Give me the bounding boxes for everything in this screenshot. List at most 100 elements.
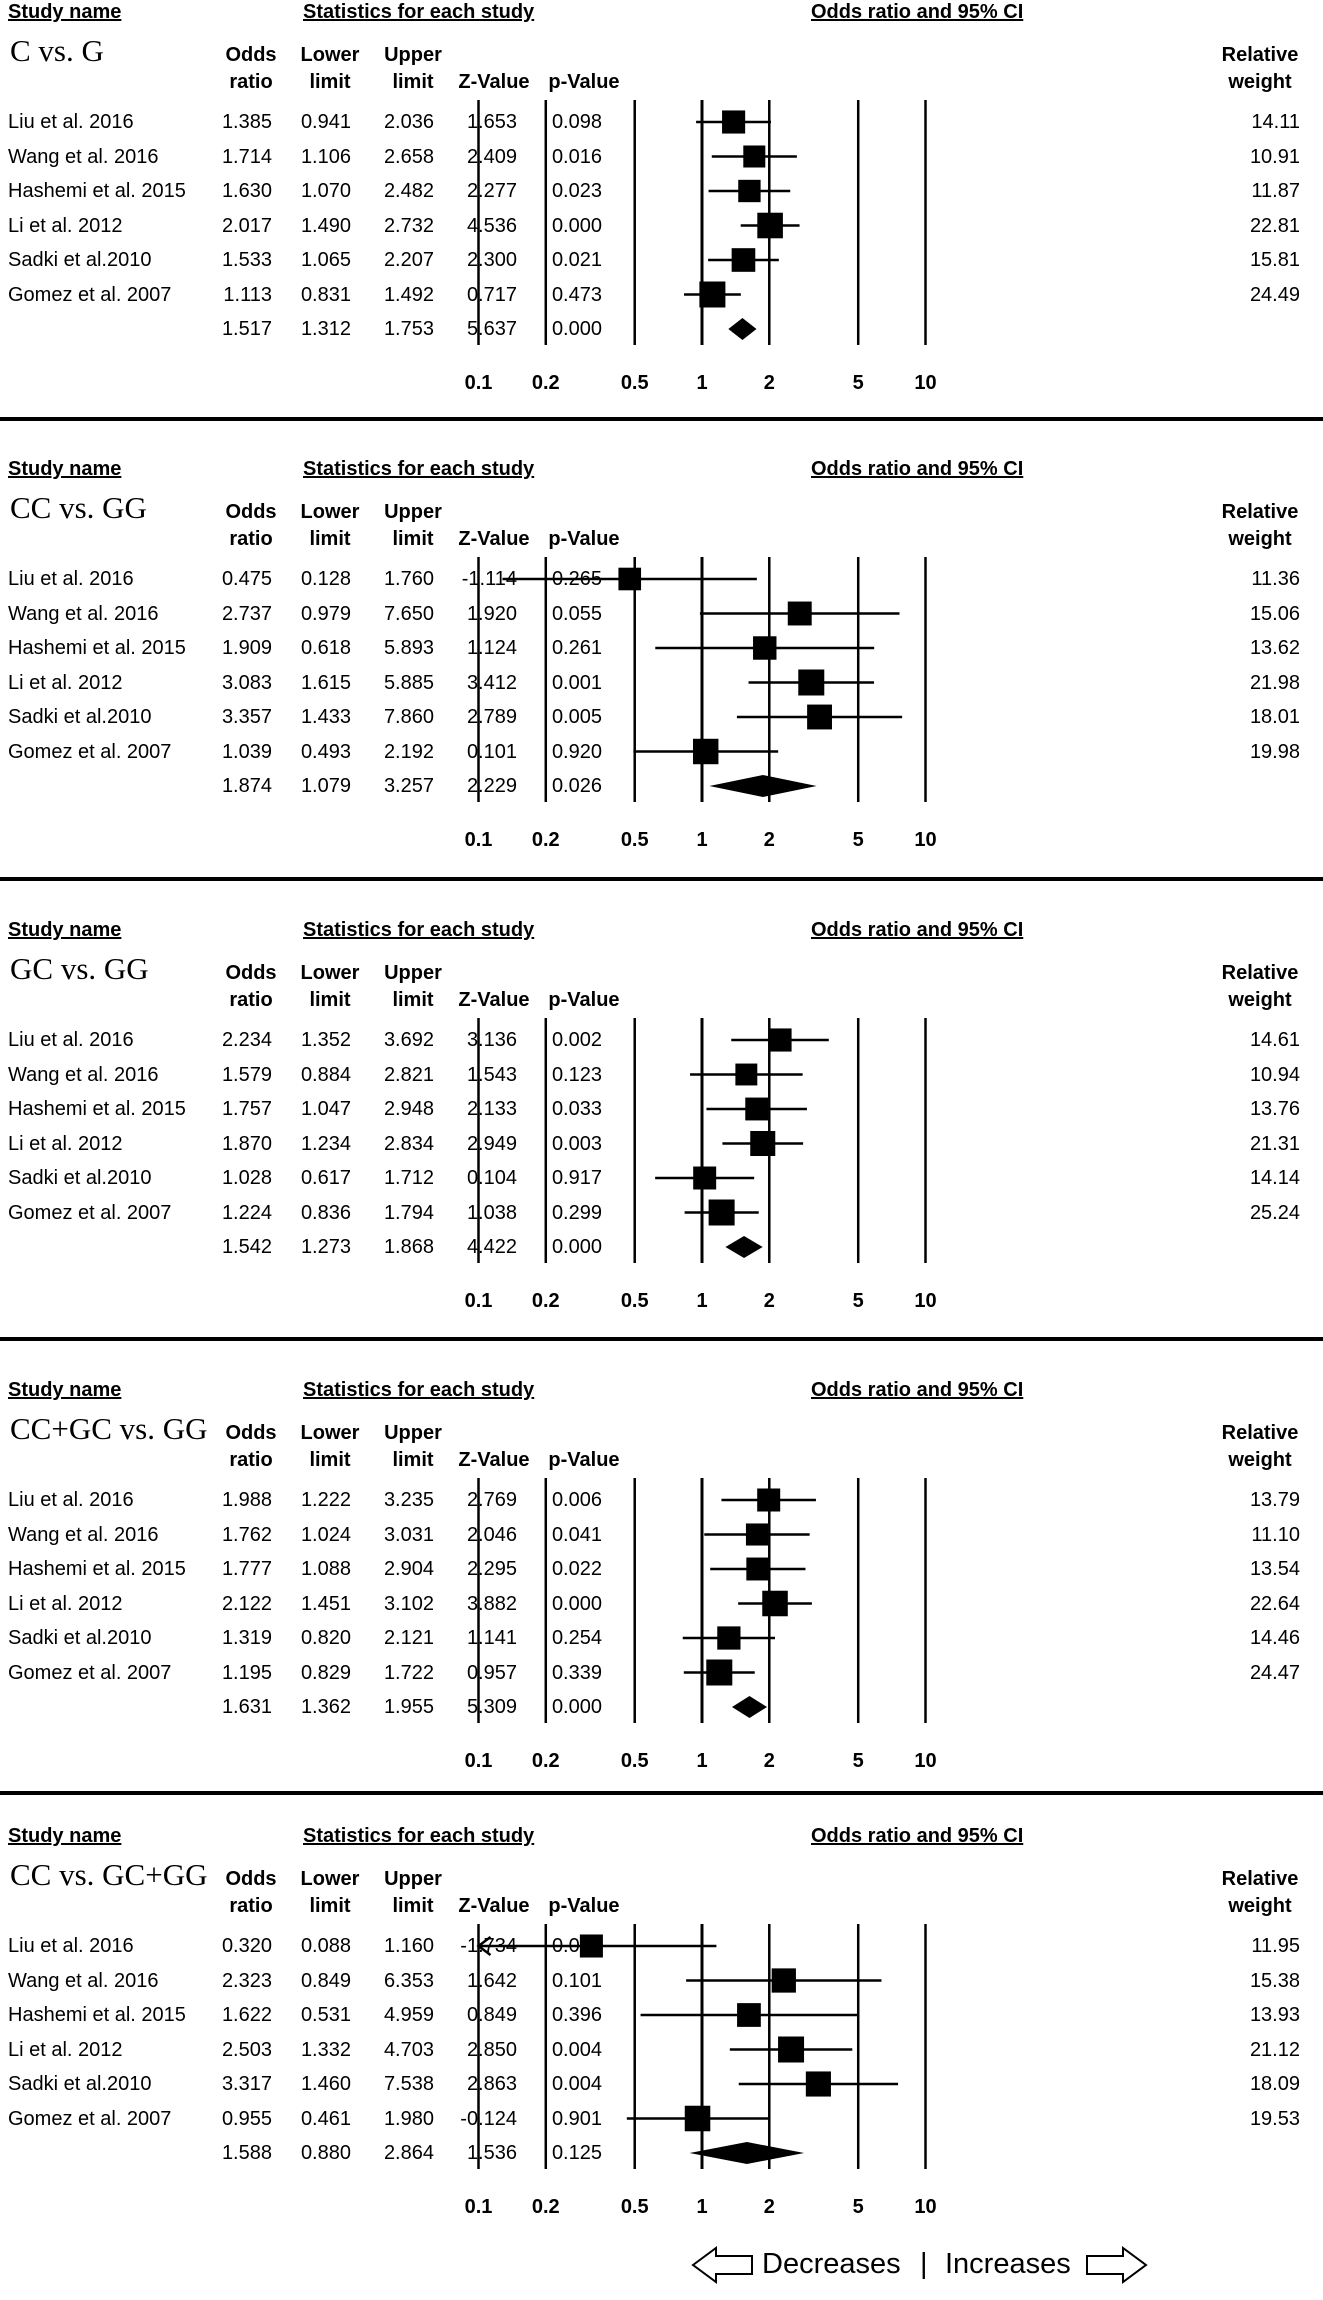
pooled-odds-ratio: 1.588	[221, 2142, 272, 2164]
axis-tick-label: 0.5	[620, 829, 649, 851]
p-value: 0.000	[551, 1592, 602, 1615]
relative-weight-value: 13.76	[1249, 1098, 1300, 1120]
point-estimate-square	[684, 2105, 711, 2132]
upper-limit-value: 2.036	[383, 111, 434, 133]
z-value: 1.124	[466, 637, 517, 659]
upper-limit-value: 2.948	[383, 1098, 434, 1120]
pooled-z-value: 5.637	[466, 318, 517, 340]
axis-tick-label: 0.5	[620, 1290, 649, 1312]
upper-limit-value: 3.102	[383, 1592, 434, 1615]
pooled-upper-limit: 3.257	[383, 775, 434, 797]
odds-ratio-value: 1.533	[221, 249, 272, 271]
study-name: Gomez et al. 2007	[8, 1661, 172, 1684]
z-value: 1.543	[466, 1063, 517, 1086]
lower-limit-value: 1.106	[300, 145, 351, 168]
lower-limit-value: 1.352	[300, 1029, 351, 1051]
column-header-z_value: Z-Value	[458, 1895, 530, 1917]
pooled-lower-limit: 1.362	[300, 1696, 351, 1718]
axis-tick-label: 0.1	[464, 829, 493, 851]
lower-limit-value: 1.490	[300, 214, 351, 237]
point-estimate-square	[805, 2071, 831, 2097]
point-estimate-square	[746, 1557, 770, 1581]
upper-limit-value: 5.885	[383, 671, 434, 694]
lower-limit-value: 1.024	[300, 1523, 351, 1546]
point-estimate-square	[798, 669, 825, 696]
column-header-upper_limit: Upper limit	[384, 1868, 442, 1917]
column-header-relative_weight: Relative weight	[1221, 1868, 1299, 1917]
point-estimate-square	[717, 1626, 741, 1650]
axis-tick-label: 1	[696, 829, 708, 851]
odds-ratio-value: 3.357	[221, 706, 272, 728]
lower-limit-value: 1.070	[300, 180, 351, 202]
point-estimate-square	[737, 2003, 761, 2027]
z-value: 2.133	[466, 1098, 517, 1120]
increases-arrow-icon	[1086, 2246, 1148, 2284]
z-value: 2.863	[466, 2073, 517, 2095]
upper-limit-value: 1.722	[383, 1661, 434, 1684]
study-name: Li et al. 2012	[8, 1592, 123, 1615]
pooled-upper-limit: 1.868	[383, 1236, 434, 1258]
axis-tick-label: 0.2	[531, 2196, 560, 2218]
lower-limit-value: 1.088	[300, 1558, 351, 1580]
odds-ratio-value: 3.083	[221, 671, 272, 694]
point-estimate-square	[771, 1968, 796, 1993]
z-value: 1.920	[466, 602, 517, 625]
lower-limit-value: 0.836	[300, 1201, 351, 1224]
pooled-p-value: 0.000	[551, 1696, 602, 1718]
lower-limit-value: 0.979	[300, 602, 351, 625]
point-estimate-square	[745, 1097, 769, 1121]
upper-limit-value: 2.121	[383, 1627, 434, 1649]
column-header-relative_weight: Relative weight	[1221, 962, 1299, 1011]
study-name: Li et al. 2012	[8, 1132, 123, 1155]
z-value: 0.849	[466, 2004, 517, 2026]
point-estimate-square	[738, 179, 761, 203]
lower-limit-value: 1.047	[300, 1098, 351, 1120]
p-value: 0.000	[551, 214, 602, 237]
study-name: Hashemi et al. 2015	[8, 1558, 186, 1580]
study-name-header: Study name	[8, 1825, 122, 1847]
axis-tick-label: 1	[696, 1750, 708, 1772]
comparison-title: C vs. G	[10, 33, 104, 68]
odds-ratio-value: 2.503	[221, 2038, 272, 2061]
pooled-estimate-diamond	[728, 318, 757, 340]
odds-ratio-value: 1.777	[221, 1558, 272, 1580]
panel-separator	[0, 417, 1323, 421]
axis-tick-label: 0.2	[531, 1750, 560, 1772]
decreases-arrow-icon	[691, 2246, 753, 2284]
statistics-header: Statistics for each study	[303, 919, 535, 941]
comparison-title: CC vs. GC+GG	[10, 1857, 208, 1892]
relative-weight-value: 15.81	[1249, 249, 1300, 271]
pooled-estimate-diamond	[725, 1236, 763, 1258]
odds-ratio-value: 1.195	[221, 1661, 272, 1684]
odds-ratio-value: 1.113	[223, 283, 272, 306]
study-name: Wang et al. 2016	[8, 602, 159, 625]
axis-tick-label: 10	[914, 1290, 937, 1312]
p-value: 0.901	[551, 2107, 602, 2130]
pooled-p-value: 0.026	[551, 775, 602, 797]
upper-limit-value: 3.692	[383, 1029, 434, 1051]
lower-limit-value: 1.234	[300, 1132, 351, 1155]
relative-weight-value: 11.10	[1251, 1523, 1300, 1546]
odds-ratio-value: 0.475	[221, 568, 272, 590]
pooled-estimate-diamond	[689, 2142, 805, 2164]
p-value: 0.004	[551, 2038, 602, 2061]
statistics-header: Statistics for each study	[303, 1379, 535, 1401]
odds-ratio-value: 1.909	[221, 637, 272, 659]
pooled-upper-limit: 1.955	[383, 1696, 434, 1718]
study-name: Liu et al. 2016	[8, 1029, 134, 1051]
upper-limit-value: 7.538	[383, 2073, 434, 2095]
p-value: 0.917	[551, 1167, 602, 1189]
study-name: Sadki et al.2010	[8, 706, 152, 728]
axis-tick-label: 5	[852, 372, 864, 394]
upper-limit-value: 1.492	[383, 283, 434, 306]
column-header-odds_ratio: Odds ratio	[225, 1868, 277, 1917]
point-estimate-square	[692, 738, 719, 765]
odds-ratio-value: 2.737	[221, 602, 272, 625]
odds-ratio-value: 2.234	[221, 1029, 272, 1051]
upper-limit-value: 7.860	[383, 706, 434, 728]
point-estimate-square	[762, 1590, 788, 1617]
axis-tick-label: 0.1	[464, 1750, 493, 1772]
axis-tick-label: 0.5	[620, 1750, 649, 1772]
study-name: Li et al. 2012	[8, 214, 123, 237]
